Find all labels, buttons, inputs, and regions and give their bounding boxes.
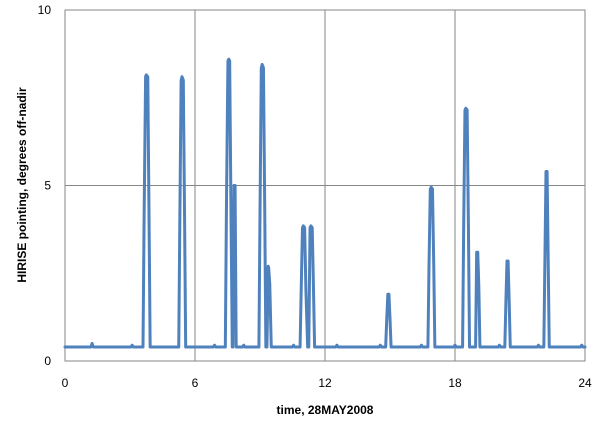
x-axis-title: time, 28MAY2008 [277,403,374,417]
y-tick-label: 0 [44,354,51,368]
y-tick-label: 5 [44,179,51,193]
gridlines [65,10,585,361]
x-tick-label: 6 [192,376,199,390]
x-tick-label: 12 [318,376,332,390]
y-axis-title: HIRISE pointing, degrees off-nadir [15,87,29,283]
series-line [63,57,587,349]
x-axis-ticks: 0 6 12 18 24 [62,376,592,390]
x-tick-label: 0 [62,376,69,390]
y-axis-ticks: 0 5 10 [38,3,52,368]
x-tick-label: 18 [448,376,462,390]
y-tick-label: 10 [38,3,52,17]
x-tick-label: 24 [578,376,592,390]
